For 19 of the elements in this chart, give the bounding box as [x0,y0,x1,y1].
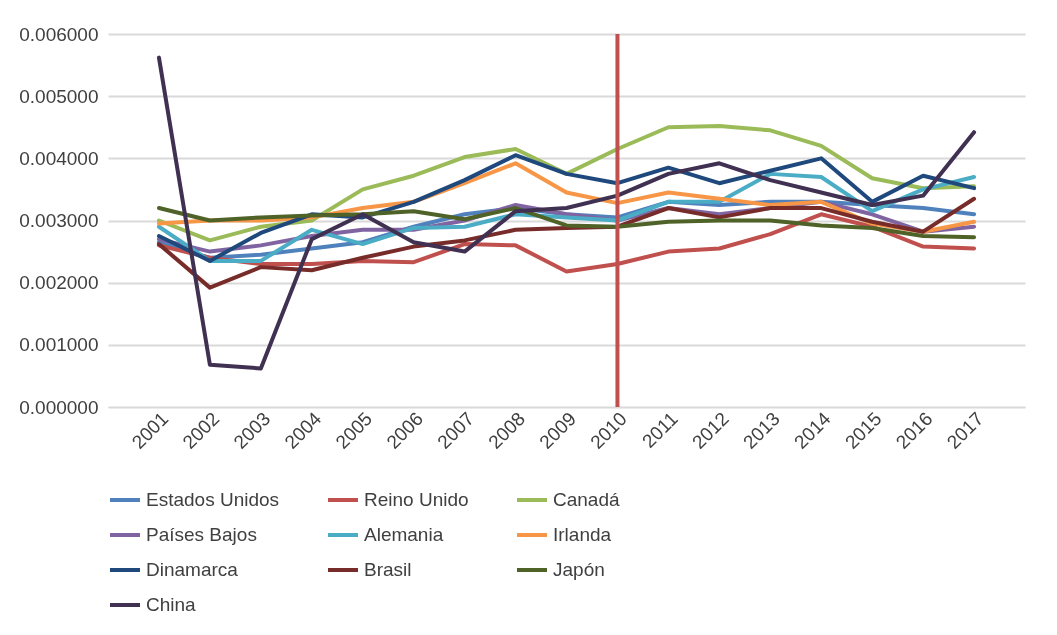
legend-label: Países Bajos [146,524,257,545]
legend-label: China [146,594,197,615]
legend-label: Irlanda [553,524,612,545]
y-tick-label: 0.004000 [19,147,99,169]
y-tick-label: 0.002000 [19,272,99,294]
legend-label: Reino Unido [364,489,469,510]
legend-label: Alemania [364,524,444,545]
legend-label: Dinamarca [146,559,239,580]
y-tick-label: 0.001000 [19,334,99,356]
legend-label: Canadá [553,489,620,510]
y-tick-label: 0.000000 [19,396,99,418]
line-series [156,206,977,240]
y-tick-label: 0.006000 [19,23,99,45]
y-tick-label: 0.005000 [19,85,99,107]
line-series [156,55,977,371]
legend-label: Brasil [364,559,412,580]
y-tick-label: 0.003000 [19,210,99,231]
legend-label: Japón [553,559,605,580]
legend-label: Estados Unidos [146,489,280,510]
